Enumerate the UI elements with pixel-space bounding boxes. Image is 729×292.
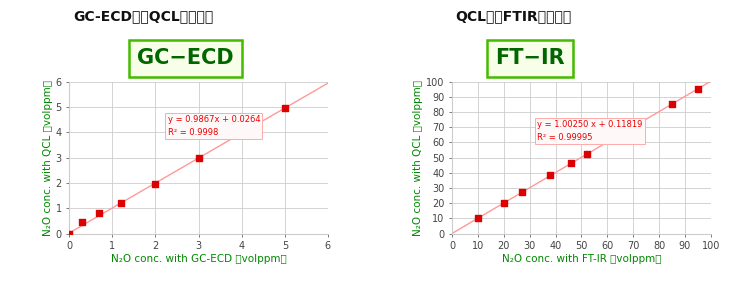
Point — [192, 156, 204, 161]
Point — [472, 216, 484, 220]
Point — [149, 181, 161, 186]
X-axis label: N₂O conc. with FT-IR ［volppm］: N₂O conc. with FT-IR ［volppm］ — [502, 254, 661, 264]
Y-axis label: N₂O conc. with QCL ［volppm］: N₂O conc. with QCL ［volppm］ — [42, 80, 52, 236]
Y-axis label: N₂O conc. with QCL ［volppm］: N₂O conc. with QCL ［volppm］ — [413, 80, 424, 236]
Point — [633, 121, 644, 126]
Point — [545, 173, 556, 178]
Point — [63, 231, 75, 236]
Point — [77, 220, 88, 225]
Text: y = 1.00250 x + 0.11819
R² = 0.99995: y = 1.00250 x + 0.11819 R² = 0.99995 — [537, 120, 643, 142]
Text: GC−ECD: GC−ECD — [137, 48, 234, 68]
Point — [279, 106, 291, 111]
Point — [236, 132, 248, 137]
Point — [565, 161, 577, 166]
Text: y = 0.9867x + 0.0264
R² = 0.9998: y = 0.9867x + 0.0264 R² = 0.9998 — [168, 115, 260, 137]
X-axis label: N₂O conc. with GC-ECD ［volppm］: N₂O conc. with GC-ECD ［volppm］ — [111, 254, 286, 264]
Text: GC-ECD法とQCL法の相関: GC-ECD法とQCL法の相関 — [73, 9, 213, 23]
Text: QCL法とFTIR法の比較: QCL法とFTIR法の比較 — [456, 9, 572, 23]
Point — [581, 152, 593, 157]
Point — [516, 190, 528, 195]
Point — [93, 211, 105, 216]
Point — [609, 135, 621, 140]
Point — [692, 86, 703, 91]
Text: FT−IR: FT−IR — [495, 48, 564, 68]
Point — [115, 201, 127, 206]
Point — [666, 102, 678, 106]
Point — [498, 201, 510, 205]
